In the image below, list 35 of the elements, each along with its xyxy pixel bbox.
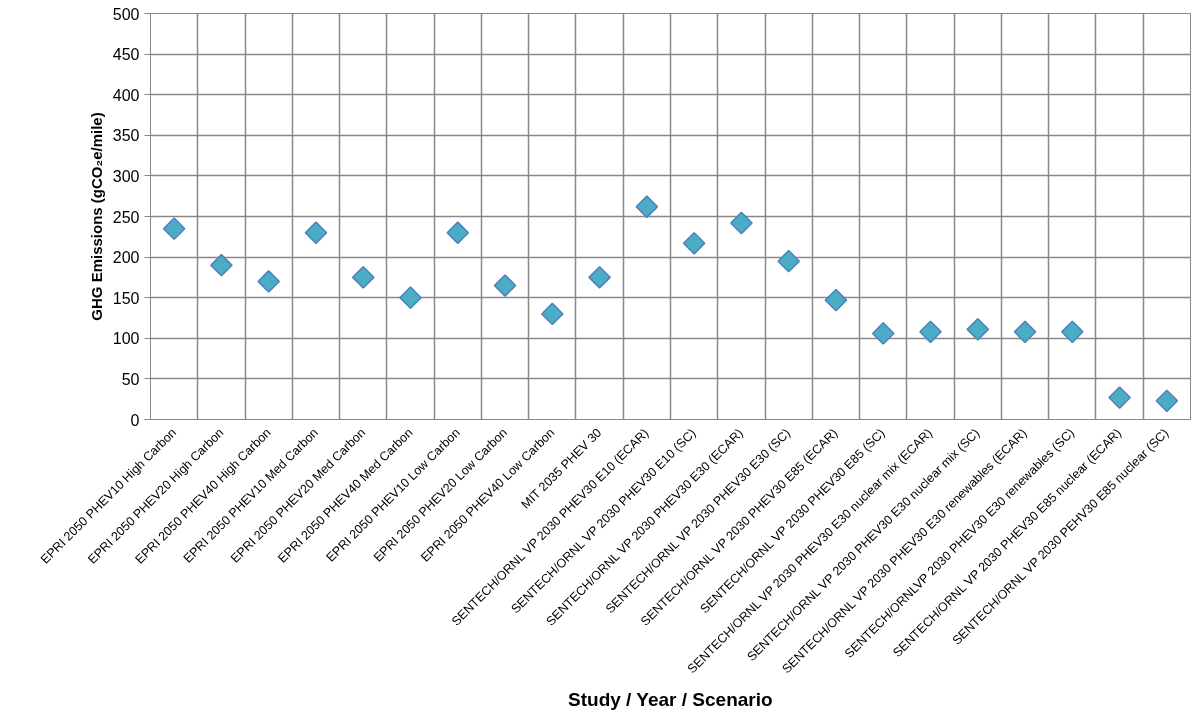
point (682, 231, 706, 255)
point (210, 253, 233, 277)
point (257, 270, 281, 293)
x-axis-title: Study / Year / Scenario (568, 689, 773, 711)
point (1108, 386, 1131, 409)
point (588, 266, 611, 289)
point (1013, 320, 1037, 344)
y-tick-label: 350 (112, 127, 140, 145)
point (777, 249, 801, 273)
point (1155, 389, 1179, 413)
y-tick-label: 400 (112, 86, 140, 104)
point (824, 288, 848, 312)
point (919, 320, 942, 344)
y-tick-label: 0 (130, 411, 140, 429)
point (162, 217, 186, 241)
y-tick-label: 250 (112, 208, 140, 226)
point (399, 286, 422, 310)
y-tick-label: 300 (112, 167, 140, 185)
point (730, 211, 753, 235)
y-tick-label: 100 (112, 330, 140, 348)
point (351, 266, 375, 289)
point (304, 221, 328, 245)
point (635, 195, 659, 219)
point (871, 322, 895, 345)
y-tick-label: 200 (112, 249, 140, 267)
point (966, 318, 990, 341)
y-tick-label: 150 (112, 289, 140, 307)
point (1060, 320, 1084, 344)
y-tick-label: 50 (121, 370, 140, 388)
y-tick-label: 450 (112, 46, 140, 64)
point (493, 274, 517, 297)
y-axis-title: GHG Emissions (gCO₂e/mile) (87, 112, 105, 321)
point (540, 302, 564, 326)
y-tick-label: 500 (112, 5, 140, 23)
point (446, 221, 470, 245)
